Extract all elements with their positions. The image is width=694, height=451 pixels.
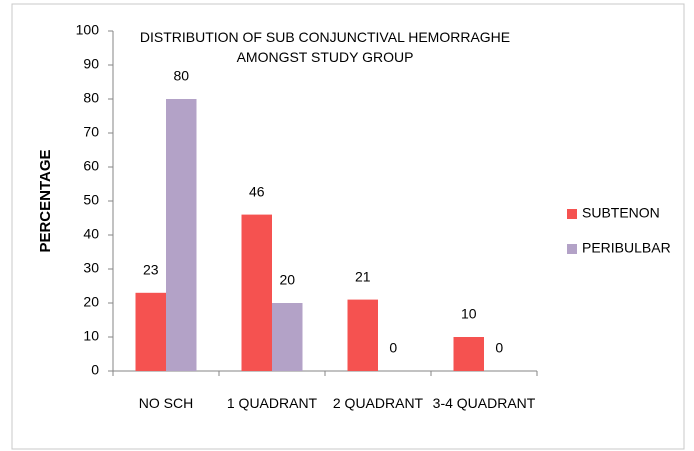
bar: [347, 299, 378, 371]
y-tick-label: 40: [83, 226, 99, 242]
data-label: 0: [495, 340, 503, 356]
legend-swatch: [567, 244, 577, 254]
legend-label: SUBTENON: [582, 205, 660, 221]
chart-frame: [11, 3, 685, 450]
y-tick-label: 20: [83, 294, 99, 310]
data-label: 21: [355, 268, 371, 284]
x-tick-label: 1 QUADRANT: [226, 395, 318, 411]
bar: [241, 214, 272, 371]
data-label: 80: [173, 68, 189, 84]
data-label: 10: [461, 306, 477, 322]
y-tick-label: 10: [83, 328, 99, 344]
data-label: 20: [279, 272, 295, 288]
x-tick-label: 3-4 QUADRANT: [432, 395, 536, 411]
bar: [453, 337, 484, 371]
data-label: 23: [143, 262, 159, 278]
bar: [135, 292, 166, 371]
y-tick-label: 50: [83, 192, 99, 208]
chart-title: DISTRIBUTION OF SUB CONJUNCTIVAL HEMORRA…: [139, 29, 511, 65]
data-label: 0: [389, 340, 397, 356]
y-tick-label: 70: [83, 124, 99, 140]
y-tick-label: 80: [83, 90, 99, 106]
x-tick-label: 2 QUADRANT: [332, 395, 424, 411]
y-tick-label: 30: [83, 260, 99, 276]
y-axis-label: PERCENTAGE: [37, 149, 54, 252]
y-tick-label: 100: [76, 22, 100, 38]
legend-label: PERIBULBAR: [582, 240, 671, 256]
bar: [272, 303, 303, 371]
y-tick-label: 90: [83, 56, 99, 72]
y-tick-label: 60: [83, 158, 99, 174]
data-label: 46: [249, 183, 265, 199]
x-tick-label: NO SCH: [138, 395, 194, 411]
y-tick-label: 0: [91, 362, 99, 378]
legend-swatch: [567, 209, 577, 219]
bar: [166, 99, 197, 371]
